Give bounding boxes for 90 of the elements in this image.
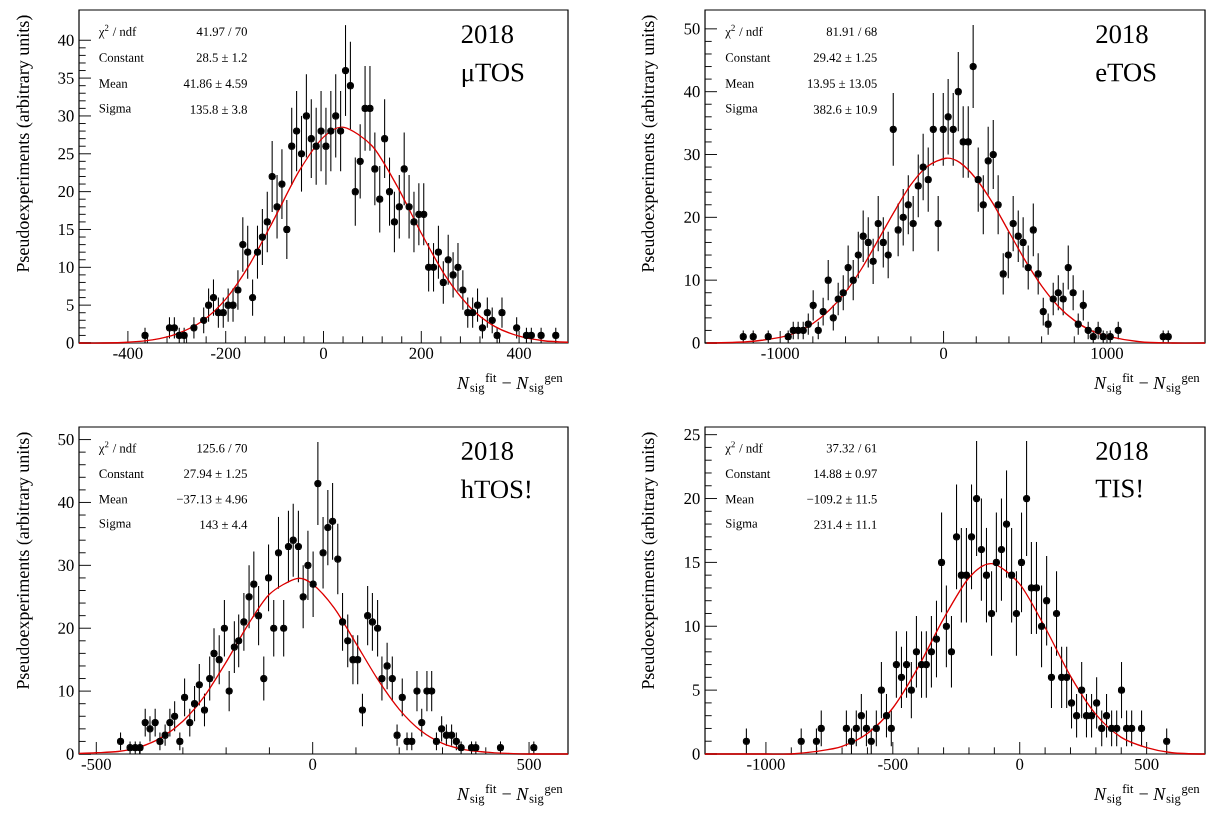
y-tick-label: 0	[66, 337, 74, 349]
annotation: −37.13 ± 4.96	[176, 494, 248, 504]
x-tick-label: -1000	[747, 758, 785, 770]
y-tick-label: 10	[685, 274, 700, 286]
annotation: Constant	[99, 53, 144, 62]
x-tick-label: -400	[113, 347, 143, 359]
y-tick-label: 25	[684, 429, 700, 441]
y-tick-label: 5	[692, 684, 700, 696]
annotation: 2018	[1096, 441, 1148, 460]
y-tick-label: 25	[58, 148, 74, 160]
annotation: Mean	[725, 495, 754, 504]
annotation: 41.97 / 70	[196, 27, 247, 36]
y-tick-label: 15	[59, 223, 74, 236]
annotation: TIS!	[1095, 479, 1142, 498]
annotation: 135.8 ± 3.8	[190, 105, 247, 114]
annotation: Constant	[725, 469, 771, 479]
x-tick-label: -200	[211, 347, 241, 359]
y-tick-label: 15	[685, 556, 700, 568]
annotation: −109.2 ± 11.5	[807, 494, 877, 504]
x-tick-label: -500	[878, 758, 908, 770]
y-tick-label: 0	[692, 337, 700, 349]
annotation: Constant	[725, 53, 771, 62]
y-tick-label: 20	[58, 186, 74, 198]
annotation: 231.4 ± 11.1	[814, 520, 877, 530]
annotation: χ$^{2}$ / ndf	[725, 441, 763, 456]
annotation: 81.91 / 68	[826, 27, 877, 36]
x-axis-title: N$_{sig}$$^{fit}$ − N$_{sig}$gen	[1093, 784, 1200, 806]
annotation: 37.32 / 61	[826, 443, 877, 453]
annotation: 13.95 ± 13.05	[808, 79, 877, 88]
annotation: 143 ± 4.4	[200, 520, 248, 530]
annotation: 27.94 ± 1.25	[184, 469, 247, 479]
x-tick-label: 500	[1135, 758, 1159, 770]
annotation: hTOS!	[460, 479, 530, 499]
annotation: μTOS	[462, 63, 524, 87]
y-tick-label: 30	[58, 559, 74, 571]
annotation: 2018	[1096, 25, 1148, 44]
y-tick-label: 10	[59, 685, 74, 697]
x-axis-title: N$_{sig}$$^{fit}$ − N$_{sig}$gen	[456, 784, 563, 806]
y-tick-label: 30	[684, 148, 700, 161]
annotation: 125.6 / 70	[197, 443, 247, 453]
annotation: Sigma	[726, 104, 758, 116]
y-tick-label: 40	[683, 86, 700, 98]
y-tick-label: 30	[58, 110, 74, 122]
annotation: χ$^{2}$ / ndf	[98, 441, 137, 456]
y-tick-label: 10	[685, 620, 700, 632]
x-tick-label: 0	[309, 758, 317, 770]
x-tick-label: -1000	[761, 347, 799, 359]
x-tick-label: 0	[1016, 758, 1024, 770]
x-tick-label: -500	[81, 758, 111, 770]
annotation: Mean	[99, 495, 128, 504]
y-tick-label: 10	[59, 261, 74, 273]
y-tick-label: 0	[66, 748, 74, 760]
annotation: Sigma	[99, 519, 132, 531]
y-tick-label: 20	[58, 622, 74, 634]
annotation: Sigma	[99, 104, 132, 116]
y-axis-title: Pseudoexperiments (arbitrary units)	[641, 432, 658, 690]
x-tick-label: 500	[517, 758, 541, 770]
y-axis-title: Pseudoexperiments (arbitrary units)	[16, 432, 33, 690]
y-tick-label: 20	[684, 492, 700, 505]
x-tick-label: 200	[409, 347, 434, 359]
y-tick-label: 5	[66, 299, 74, 311]
annotation: Sigma	[726, 519, 758, 531]
annotation: χ$^{2}$ / ndf	[98, 24, 137, 39]
annotation: 2018	[461, 441, 514, 460]
y-axis-title: Pseudoexperiments (arbitrary units)	[16, 15, 33, 273]
x-tick-label: 1000	[1091, 347, 1123, 359]
annotation: Mean	[99, 79, 128, 88]
y-tick-label: 40	[57, 34, 74, 46]
x-axis-title: N$_{sig}$$^{fit}$ − N$_{sig}$gen	[1093, 373, 1200, 395]
y-tick-label: 40	[57, 496, 74, 509]
annotation: 29.42 ± 1.25	[813, 53, 877, 62]
annotation: 41.86 ± 4.59	[183, 79, 247, 88]
y-tick-label: 50	[58, 433, 74, 446]
annotation: 14.88 ± 0.97	[814, 469, 877, 479]
x-tick-label: 400	[506, 347, 531, 359]
y-axis-title: Pseudoexperiments (arbitrary units)	[641, 15, 658, 273]
x-axis-title: N$_{sig}$$^{fit}$ − N$_{sig}$gen	[456, 373, 563, 395]
annotation: 382.6 ± 10.9	[813, 105, 877, 114]
annotation: Constant	[99, 469, 144, 479]
y-tick-label: 35	[58, 72, 74, 84]
x-tick-label: 0	[319, 347, 328, 359]
x-tick-label: 0	[940, 347, 948, 359]
annotation: eTOS	[1096, 63, 1156, 82]
y-tick-label: 20	[684, 211, 700, 223]
y-tick-label: 0	[692, 748, 700, 760]
annotation: Mean	[725, 79, 754, 88]
annotation: χ$^{2}$ / ndf	[725, 24, 763, 39]
annotation: 2018	[461, 25, 514, 44]
annotation: 28.5 ± 1.2	[196, 53, 247, 62]
y-tick-label: 50	[684, 23, 700, 35]
